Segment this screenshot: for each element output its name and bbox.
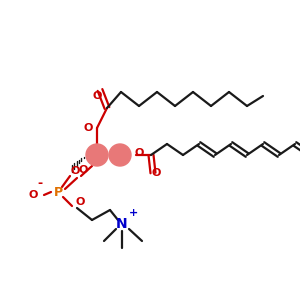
Text: +: + — [128, 208, 138, 218]
Text: -: - — [38, 178, 43, 190]
Text: O: O — [151, 168, 161, 178]
Text: O: O — [92, 91, 102, 101]
Text: N: N — [116, 217, 128, 231]
Circle shape — [86, 144, 108, 166]
Text: P: P — [53, 185, 63, 199]
Text: O: O — [78, 165, 88, 175]
Text: O: O — [134, 148, 144, 158]
Circle shape — [109, 144, 131, 166]
Text: O: O — [75, 197, 85, 207]
Text: O: O — [83, 123, 93, 133]
Text: O: O — [28, 190, 38, 200]
Text: O: O — [70, 166, 80, 176]
